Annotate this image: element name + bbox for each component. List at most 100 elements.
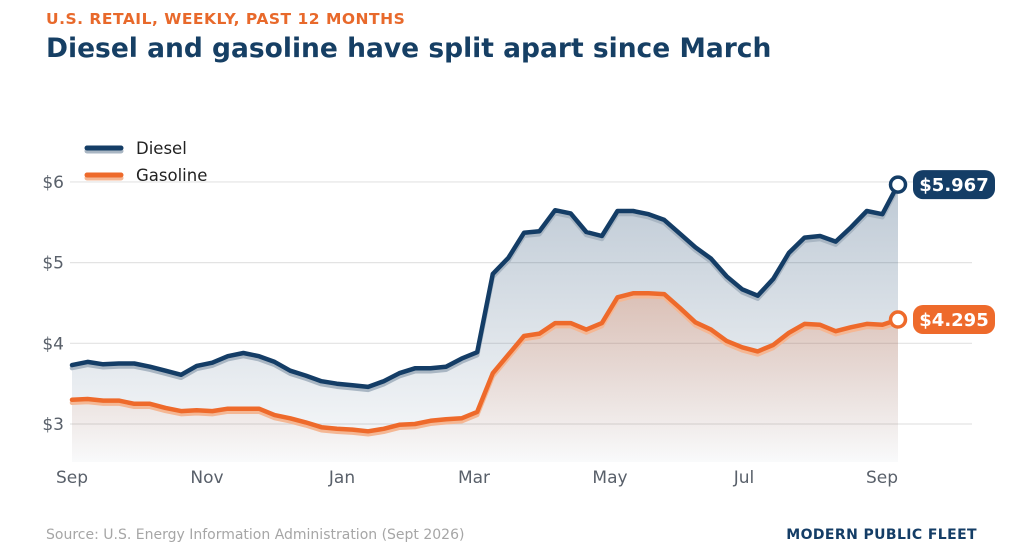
x-tick-label: Jul — [733, 468, 755, 488]
gasoline-data-point — [210, 409, 214, 413]
gasoline-data-point — [818, 323, 822, 327]
x-axis: Sep Nov Jan Mar May Jul Sep — [56, 468, 898, 488]
gasoline-data-point — [771, 343, 775, 347]
gasoline-data-point — [538, 332, 542, 336]
gasoline-data-point — [382, 427, 386, 431]
diesel-data-point — [600, 234, 604, 238]
x-tick-label: Nov — [190, 468, 223, 488]
gasoline-data-point — [335, 427, 339, 431]
diesel-data-point — [101, 362, 105, 366]
legend-label-diesel: Diesel — [136, 139, 187, 158]
diesel-data-point — [288, 369, 292, 373]
diesel-data-point — [865, 209, 869, 213]
gasoline-data-point — [117, 399, 121, 403]
gasoline-data-point — [351, 428, 355, 432]
gasoline-data-point — [397, 423, 401, 427]
diesel-end-marker — [888, 175, 908, 194]
gasoline-data-point — [834, 329, 838, 333]
gasoline-data-point — [148, 402, 152, 406]
diesel-data-point — [491, 272, 495, 276]
diesel-data-point — [195, 364, 199, 368]
gasoline-data-point — [725, 339, 729, 343]
diesel-data-point — [756, 294, 760, 298]
diesel-data-point — [241, 351, 245, 355]
diesel-data-point — [429, 366, 433, 370]
gasoline-data-point — [70, 398, 74, 402]
gasoline-data-point — [460, 416, 464, 420]
diesel-data-point — [226, 354, 230, 358]
y-tick-label: $6 — [42, 173, 64, 193]
gasoline-data-point — [522, 334, 526, 338]
diesel-data-point — [413, 366, 417, 370]
source-note: Source: U.S. Energy Information Administ… — [46, 527, 464, 543]
brand-name: MODERN PUBLIC FLEET — [786, 527, 977, 543]
gasoline-data-point — [241, 407, 245, 411]
diesel-data-point — [834, 240, 838, 244]
diesel-data-point — [616, 209, 620, 213]
gasoline-data-point — [647, 291, 651, 295]
diesel-line — [69, 182, 901, 390]
gasoline-data-point — [584, 328, 588, 332]
diesel-data-point — [397, 371, 401, 375]
diesel-data-point — [553, 208, 557, 212]
gasoline-data-point — [475, 410, 479, 414]
gasoline-data-point — [491, 371, 495, 375]
gasoline-data-point — [429, 419, 433, 423]
diesel-data-point — [460, 357, 464, 361]
y-tick-label: $3 — [42, 415, 64, 435]
legend-item-diesel: Diesel — [84, 139, 187, 158]
gasoline-data-point — [662, 292, 666, 296]
gasoline-data-point — [273, 413, 277, 417]
diesel-data-point — [693, 245, 697, 249]
diesel-data-point — [179, 373, 183, 377]
diesel-data-point — [304, 374, 308, 378]
diesel-data-point — [444, 365, 448, 369]
gasoline-end-badge: $4.295 — [913, 305, 995, 335]
gasoline-end-badge-background — [913, 305, 995, 335]
diesel-data-point — [725, 274, 729, 278]
gasoline-data-point — [756, 349, 760, 353]
gasoline-data-point — [506, 353, 510, 357]
gasoline-data-point — [319, 425, 323, 429]
x-tick-label: May — [592, 468, 627, 488]
gasoline-data-point — [288, 416, 292, 420]
x-tick-label: Mar — [458, 468, 490, 488]
gasoline-data-point — [444, 417, 448, 421]
y-tick-label: $4 — [42, 334, 64, 354]
gasoline-data-point — [553, 321, 557, 325]
gasoline-data-point — [164, 406, 168, 410]
diesel-data-point — [678, 232, 682, 236]
end-labels: $5.967 $4.295 — [888, 170, 995, 335]
diesel-data-point — [117, 362, 121, 366]
diesel-data-point — [631, 209, 635, 213]
diesel-data-point — [319, 379, 323, 383]
gasoline-data-point — [849, 325, 853, 329]
diesel-data-point — [366, 385, 370, 389]
gasoline-data-point — [195, 408, 199, 412]
diesel-end-badge-background — [913, 170, 995, 200]
gasoline-data-point — [101, 399, 105, 403]
diesel-data-point — [132, 362, 136, 366]
diesel-data-point — [506, 256, 510, 260]
y-axis: $3 $4 $5 $6 — [42, 173, 64, 435]
diesel-data-point — [584, 230, 588, 234]
gasoline-data-point — [709, 328, 713, 332]
gasoline-data-point — [366, 429, 370, 433]
diesel-data-point — [351, 383, 355, 387]
gasoline-data-point — [86, 397, 90, 401]
gasoline-data-point — [179, 409, 183, 413]
gasoline-data-point — [740, 345, 744, 349]
diesel-end-label: $5.967 — [919, 175, 988, 196]
diesel-data-point — [148, 365, 152, 369]
diesel-data-point — [522, 231, 526, 235]
series-lines — [69, 182, 901, 437]
gasoline-data-point — [787, 331, 791, 335]
gasoline-data-point — [803, 322, 807, 326]
chart-kicker: U.S. RETAIL, WEEKLY, PAST 12 MONTHS — [46, 10, 405, 28]
diesel-data-point — [273, 360, 277, 364]
gasoline-data-point — [631, 291, 635, 295]
diesel-data-point — [803, 236, 807, 240]
gasoline-data-point — [304, 420, 308, 424]
